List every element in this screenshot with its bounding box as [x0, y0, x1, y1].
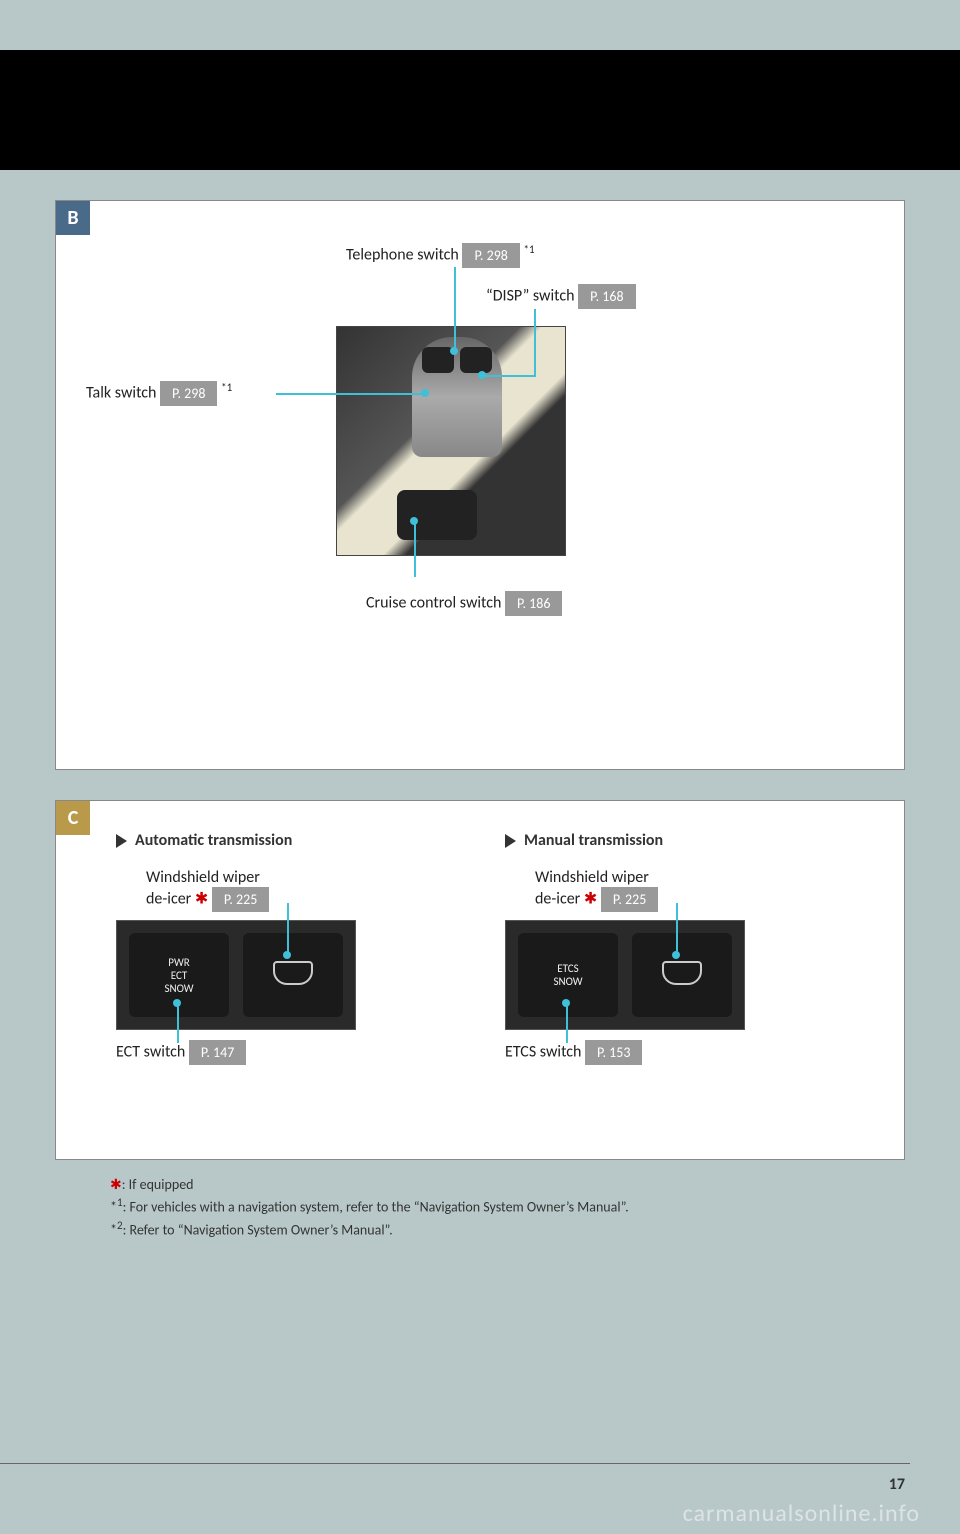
- auto-deicer-star: ✱: [195, 889, 208, 908]
- auto-deicer-button: [243, 933, 343, 1017]
- disp-switch-page-ref: P. 168: [578, 284, 635, 309]
- header-black-band: [0, 50, 960, 170]
- footnote-star-text: : If equipped: [122, 1176, 194, 1193]
- disp-switch-text: “DISP” switch: [486, 286, 575, 305]
- leader-disp-h: [482, 375, 536, 377]
- steering-button-pod: [412, 337, 502, 457]
- auto-deicer-label: Windshield wiper de-icer ✱ P. 225: [146, 868, 485, 912]
- etcs-switch-label: ETCS switch P. 153: [505, 1040, 874, 1065]
- telephone-switch-sup: *1: [524, 243, 535, 256]
- telephone-switch-label: Telephone switch P. 298 *1: [346, 243, 535, 268]
- panel-b: B Telephone switch P. 298 *1 “DISP” swit…: [55, 200, 905, 770]
- manual-switch-image: ETCS SNOW: [505, 920, 745, 1030]
- leader-ect: [177, 1003, 179, 1043]
- panel-b-content: Telephone switch P. 298 *1 “DISP” switch…: [56, 201, 904, 769]
- manual-deicer-star: ✱: [584, 889, 597, 908]
- manual-heading-text: Manual transmission: [524, 831, 663, 850]
- leader-etcs-dot: [562, 999, 570, 1007]
- manual-deicer-page-ref: P. 225: [601, 887, 658, 912]
- leader-ect-dot: [173, 999, 181, 1007]
- leader-talk-dot: [421, 389, 429, 397]
- panel-c-tab: C: [56, 801, 90, 835]
- ect-ect: ECT: [171, 969, 188, 982]
- footnote-star: ✱: If equipped: [110, 1174, 905, 1195]
- leader-telephone: [454, 267, 456, 349]
- leader-auto-deicer-dot: [283, 951, 291, 959]
- ect-snow: SNOW: [164, 982, 193, 995]
- etcs-switch-text: ETCS switch: [505, 1042, 581, 1061]
- cruise-control-page-ref: P. 186: [505, 591, 562, 616]
- ect-switch-text: ECT switch: [116, 1042, 185, 1061]
- page-number: 17: [889, 1475, 905, 1494]
- ect-switch-page-ref: P. 147: [189, 1040, 246, 1065]
- watermark: carmanualsonline.info: [683, 1499, 920, 1528]
- auto-deicer-page-ref: P. 225: [212, 887, 269, 912]
- cruise-control-stalk: [397, 490, 477, 540]
- footnote-2-text: : Refer to “Navigation System Owner’s Ma…: [123, 1221, 393, 1238]
- leader-etcs: [566, 1003, 568, 1043]
- leader-disp-dot: [478, 371, 486, 379]
- talk-switch-page-ref: P. 298: [160, 381, 217, 406]
- triangle-icon: [116, 834, 127, 848]
- auto-deicer-line1: Windshield wiper: [146, 868, 260, 887]
- auto-deicer-line2: de-icer: [146, 889, 191, 908]
- footnotes: ✱: If equipped *1: For vehicles with a n…: [110, 1174, 905, 1240]
- leader-auto-deicer: [287, 903, 289, 953]
- ect-switch-label: ECT switch P. 147: [116, 1040, 485, 1065]
- etcs-switch-page-ref: P. 153: [585, 1040, 642, 1065]
- manual-heading: Manual transmission: [505, 831, 874, 850]
- telephone-switch-text: Telephone switch: [346, 245, 459, 264]
- etcs-snow: SNOW: [553, 975, 582, 988]
- auto-switch-image: PWR ECT SNOW: [116, 920, 356, 1030]
- leader-cruise-dot: [410, 517, 418, 525]
- manual-deicer-button: [632, 933, 732, 1017]
- cruise-control-label: Cruise control switch P. 186: [366, 591, 562, 616]
- manual-deicer-label: Windshield wiper de-icer ✱ P. 225: [535, 868, 874, 912]
- telephone-switch-page-ref: P. 298: [462, 243, 519, 268]
- ect-pwr: PWR: [168, 956, 189, 969]
- etcs-etcs: ETCS: [557, 962, 578, 975]
- steering-btn-2: [460, 347, 492, 373]
- leader-manual-deicer: [676, 903, 678, 953]
- footnote-1: *1: For vehicles with a navigation syste…: [110, 1195, 905, 1218]
- manual-deicer-line1: Windshield wiper: [535, 868, 649, 887]
- panel-c: C Automatic transmission Windshield wipe…: [55, 800, 905, 1160]
- talk-switch-sup: *1: [221, 381, 232, 394]
- automatic-column: Automatic transmission Windshield wiper …: [116, 831, 485, 1065]
- footnote-1-text: : For vehicles with a navigation system,…: [123, 1199, 629, 1216]
- talk-switch-text: Talk switch: [86, 383, 156, 402]
- steering-wheel-image: [336, 326, 566, 556]
- leader-manual-deicer-dot: [672, 951, 680, 959]
- leader-telephone-dot: [450, 347, 458, 355]
- leader-disp-v: [534, 309, 536, 375]
- leader-talk: [276, 393, 424, 395]
- talk-switch-label: Talk switch P. 298 *1: [86, 381, 232, 406]
- triangle-icon: [505, 834, 516, 848]
- footnote-2: *2: Refer to “Navigation System Owner’s …: [110, 1218, 905, 1241]
- automatic-heading-text: Automatic transmission: [135, 831, 292, 850]
- page-rule: [0, 1463, 910, 1464]
- leader-cruise: [414, 521, 416, 577]
- cruise-control-text: Cruise control switch: [366, 593, 501, 612]
- automatic-heading: Automatic transmission: [116, 831, 485, 850]
- manual-column: Manual transmission Windshield wiper de-…: [505, 831, 874, 1065]
- disp-switch-label: “DISP” switch P. 168: [486, 284, 636, 309]
- manual-deicer-line2: de-icer: [535, 889, 580, 908]
